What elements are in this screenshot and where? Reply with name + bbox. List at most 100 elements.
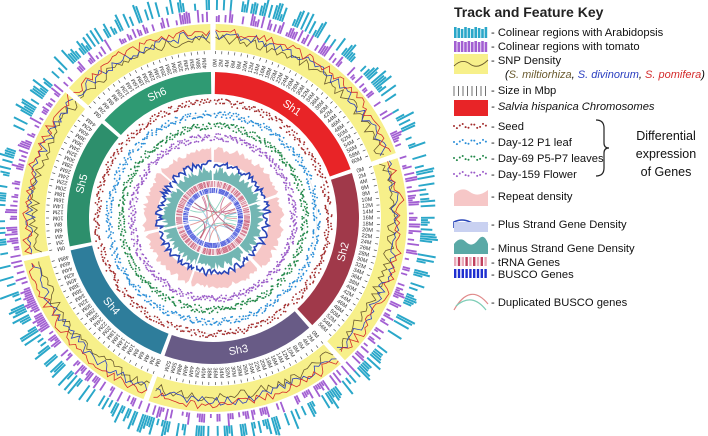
- colinear-arabidopsis-block: [78, 384, 91, 401]
- colinear-arabidopsis-block: [145, 415, 151, 427]
- expression-point: [109, 222, 111, 225]
- trna-gene: [180, 199, 187, 204]
- expression-point: [220, 127, 223, 130]
- colinear-tomato-block: [301, 392, 306, 399]
- expression-point: [227, 140, 229, 143]
- expression-point: [270, 277, 273, 280]
- colinear-arabidopsis-block: [324, 34, 331, 44]
- expression-point: [155, 131, 158, 134]
- expression-point: [174, 120, 177, 123]
- size-tick-label: 46M: [180, 364, 188, 376]
- expression-point: [114, 250, 116, 253]
- expression-point: [325, 246, 328, 249]
- swatch-trna: [461, 257, 464, 266]
- colinear-tomato-block: [11, 195, 19, 199]
- expression-point: [312, 281, 314, 284]
- key-item-colinear-arabidopsis: - Colinear regions with Arabidopsis: [454, 26, 708, 42]
- colinear-arabidopsis-block: [263, 0, 270, 17]
- minus-strand-area: [161, 188, 184, 228]
- expression-point: [102, 248, 105, 251]
- expression-point: [229, 116, 232, 119]
- colinear-arabidopsis-block: [163, 420, 169, 436]
- expression-point: [161, 116, 164, 118]
- swatch-colinear-arabidopsis: [457, 28, 460, 38]
- expression-point: [161, 298, 164, 300]
- colinear-tomato-block: [48, 330, 54, 335]
- expression-point: [280, 278, 282, 280]
- size-tick-label: 34M: [69, 142, 82, 152]
- expression-point: [136, 198, 139, 200]
- busco-gene: [222, 241, 225, 246]
- busco-gene: [222, 240, 226, 246]
- colinear-tomato-block: [23, 286, 31, 291]
- expression-point: [174, 289, 177, 292]
- expression-point: [238, 102, 241, 105]
- expression-point: [177, 143, 180, 146]
- expression-point: [186, 291, 189, 294]
- expression-point: [181, 102, 184, 105]
- expression-point: [204, 110, 207, 112]
- size-tick-label: 18M: [362, 221, 373, 227]
- expression-point: [241, 292, 244, 295]
- expression-point: [184, 114, 187, 116]
- key-item-snp-density: - SNP Density: [454, 54, 708, 70]
- size-tick: [320, 92, 324, 95]
- expression-point: [223, 122, 226, 125]
- expression-point: [178, 299, 180, 302]
- expression-point: [235, 112, 238, 115]
- expression-point: [313, 188, 316, 191]
- colinear-tomato-block: [314, 44, 319, 52]
- trna-gene: [205, 248, 208, 255]
- busco-gene: [214, 188, 216, 194]
- colinear-arabidopsis-block: [0, 170, 11, 175]
- expression-point: [160, 323, 163, 326]
- busco-gene: [231, 234, 236, 238]
- busco-gene: [206, 242, 209, 248]
- colinear-tomato-block: [93, 376, 100, 384]
- key-label: - Plus Strand Gene Density: [491, 219, 627, 231]
- expression-point: [133, 242, 136, 245]
- expression-point: [296, 254, 298, 257]
- colinear-tomato-block: [306, 35, 315, 47]
- chromosome-Sh6: [104, 72, 212, 135]
- swatch-dup: [455, 299, 487, 311]
- swatch-expression: [482, 170, 484, 173]
- size-tick-label: 40M: [202, 57, 209, 69]
- trna-gene: [222, 182, 225, 189]
- busco-gene: [211, 242, 212, 248]
- expression-point: [151, 287, 154, 289]
- expression-point: [179, 289, 182, 291]
- chromosome-Sh5: [66, 123, 119, 247]
- size-tick: [61, 147, 65, 150]
- colinear-arabidopsis-block: [420, 219, 428, 222]
- size-tick-label: 6M: [296, 341, 306, 351]
- size-tick-label: 26M: [87, 311, 99, 323]
- expression-point: [266, 290, 268, 292]
- expression-point: [314, 244, 317, 247]
- busco-gene: [227, 238, 231, 243]
- expression-point: [252, 106, 255, 108]
- busco-gene: [236, 226, 242, 228]
- expression-point: [269, 142, 271, 144]
- busco-gene: [216, 188, 218, 194]
- expression-point: [162, 154, 165, 157]
- colinear-arabidopsis-block: [419, 188, 427, 192]
- expression-point: [262, 111, 265, 114]
- expression-point: [268, 126, 270, 129]
- expression-point: [291, 188, 294, 191]
- busco-gene: [189, 198, 194, 203]
- expression-point: [284, 267, 287, 270]
- swatch-expression: [473, 139, 476, 142]
- size-tick-label: 2M: [305, 334, 315, 344]
- expression-point: [126, 163, 129, 166]
- size-tick: [315, 87, 319, 91]
- expression-point: [180, 118, 183, 121]
- expression-point: [135, 196, 138, 199]
- expression-point: [152, 273, 155, 276]
- snp-density-line: [156, 358, 337, 406]
- expression-point: [201, 98, 203, 101]
- expression-point: [297, 276, 300, 279]
- busco-gene: [229, 236, 233, 241]
- colinear-arabidopsis-block: [108, 399, 114, 408]
- colinear-tomato-block: [141, 24, 147, 35]
